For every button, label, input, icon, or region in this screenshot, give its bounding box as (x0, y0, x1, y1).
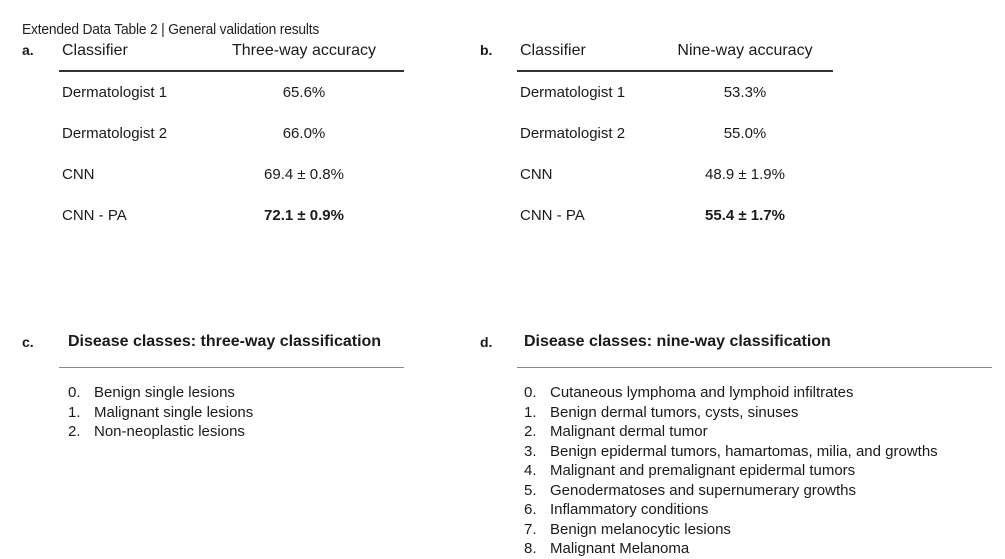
panel-d-letter: d. (480, 334, 493, 350)
panel-b-col-accuracy: Nine-way accuracy (677, 42, 813, 59)
panel-b-row-3-accuracy: 55.4 ± 1.7% (705, 207, 785, 224)
list-item: 2. Malignant dermal tumor (524, 423, 708, 440)
panel-a-letter: a. (22, 42, 34, 58)
panel-d-class-list: 0. Cutaneous lymphoma and lymphoid infilt… (524, 383, 938, 559)
list-item: 7. Benign melanocytic lesions (524, 520, 731, 538)
panel-a-row-3-classifier: CNN - PA (62, 207, 127, 224)
panel-c-heading: Disease classes: three-way classificatio… (68, 333, 382, 350)
list-item: 5. Genodermatoses and supernumerary growt… (524, 481, 856, 499)
panel-b-row-2-accuracy: 48.9 ± 1.9% (705, 166, 785, 183)
list-item: 0. Cutaneous lymphoma and lymphoid infilt… (524, 384, 854, 401)
list-item: 0. Benign single lesions (68, 384, 235, 401)
panel-d-heading: Disease classes: nine-way classification (524, 333, 831, 350)
panel-a-row-1-classifier: Dermatologist 2 (62, 125, 168, 142)
panel-a-row-2-classifier: CNN (62, 166, 95, 183)
panel-b-row-1-accuracy: 55.0% (723, 125, 767, 142)
list-item: 2. Non-neoplastic lesions (68, 423, 245, 440)
table-title: Extended Data Table 2 | General validati… (22, 21, 320, 38)
list-item: 1. Benign dermal tumors, cysts, sinuses (524, 403, 799, 421)
panel-a-col-accuracy: Three-way accuracy (231, 42, 377, 59)
panel-b-row-2-classifier: CNN (520, 166, 553, 183)
list-item: 3. Benign epidermal tumors, hamartomas, m… (524, 442, 938, 460)
panel-b-col-classifier: Classifier (520, 42, 586, 59)
list-item: 4. Malignant and premalignant epidermal t… (524, 462, 856, 479)
panel-a-row-2-accuracy: 69.4 ± 0.8% (264, 166, 344, 183)
panel-a-row-0-accuracy: 65.6% (282, 84, 326, 101)
panel-b-header-rule (517, 70, 833, 72)
panel-a-row-1-accuracy: 66.0% (282, 125, 326, 142)
list-item: 1. Malignant single lesions (68, 403, 254, 421)
panel-a-header-rule (59, 70, 404, 72)
panel-c-letter: c. (22, 334, 34, 350)
panel-b-row-3-classifier: CNN - PA (520, 207, 585, 224)
panel-b-letter: b. (480, 42, 493, 58)
panel-c-class-list: 0. Benign single lesions 1. Malignant sing… (68, 383, 253, 442)
panel-a-col-classifier: Classifier (62, 42, 128, 59)
panel-b-row-0-accuracy: 53.3% (723, 84, 767, 101)
panel-b-row-0-classifier: Dermatologist 1 (520, 84, 626, 101)
list-item: 6. Inflammatory conditions (524, 501, 709, 518)
panel-b-row-1-classifier: Dermatologist 2 (520, 125, 626, 142)
list-item: 8. Malignant Melanoma (524, 540, 690, 557)
panel-d-rule (517, 367, 992, 368)
panel-a-row-3-accuracy: 72.1 ± 0.9% (264, 207, 344, 224)
panel-a-row-0-classifier: Dermatologist 1 (62, 84, 168, 101)
panel-c-rule (59, 367, 404, 368)
